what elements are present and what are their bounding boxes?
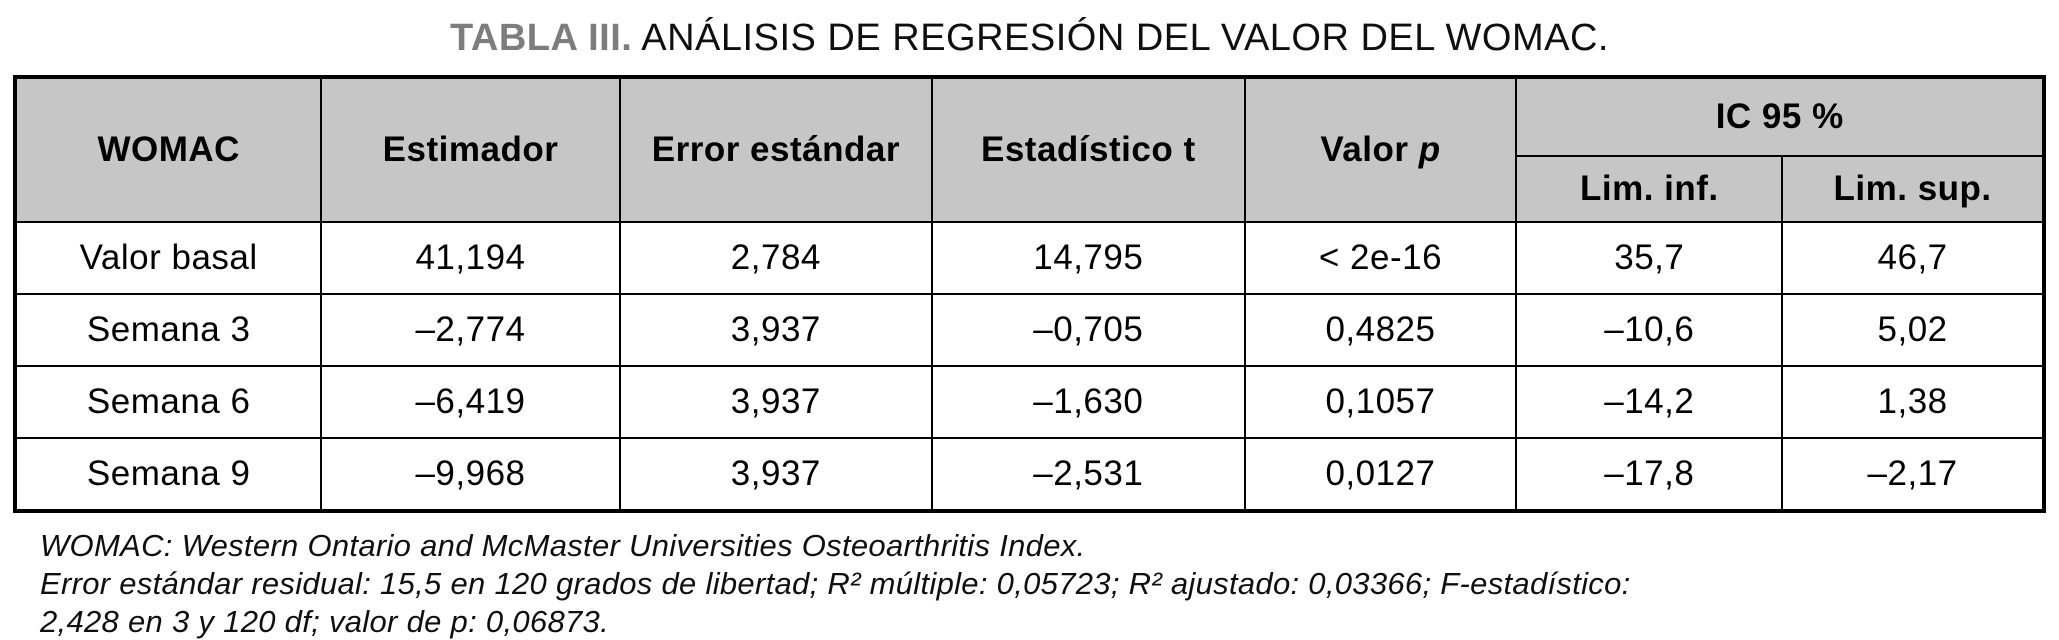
cell-error-estandar: 3,937 [618, 293, 934, 367]
page-title: TABLA III. ANÁLISIS DE REGRESIÓN DEL VAL… [0, 14, 2059, 62]
table-row-semana-6: Semana 6 –6,419 3,937 –1,630 0,1057 –14,… [13, 365, 2045, 439]
table-footnotes: WOMAC: Western Ontario and McMaster Univ… [40, 527, 2059, 640]
footnote-model-stats-line2: 2,428 en 3 y 120 df; valor de p: 0,06873… [40, 604, 609, 639]
cell-estadistico-t: –2,531 [931, 437, 1246, 512]
row-label: Valor basal [13, 221, 323, 295]
cell-lim-inf: 35,7 [1515, 221, 1784, 295]
cell-valor-p: 0,1057 [1243, 365, 1518, 439]
cell-valor-p: 0,0127 [1243, 437, 1518, 512]
valor-p-prefix: Valor [1320, 130, 1419, 169]
valor-p-symbol: p [1418, 130, 1441, 169]
cell-error-estandar: 3,937 [618, 365, 934, 439]
col-header-estadistico-t: Estadístico t [931, 76, 1246, 223]
table-row-semana-3: Semana 3 –2,774 3,937 –0,705 0,4825 –10,… [13, 293, 2045, 367]
footnote-womac-definition: WOMAC: Western Ontario and McMaster Univ… [40, 528, 1086, 563]
table-row-valor-basal: Valor basal 41,194 2,784 14,795 < 2e-16 … [13, 221, 2045, 295]
cell-estimador: –6,419 [320, 365, 621, 439]
col-header-womac: WOMAC [13, 76, 323, 223]
row-label: Semana 9 [13, 437, 323, 512]
cell-lim-inf: –10,6 [1515, 293, 1784, 367]
row-label: Semana 6 [13, 365, 323, 439]
cell-estadistico-t: –0,705 [931, 293, 1246, 367]
cell-lim-sup: 5,02 [1781, 293, 2045, 367]
col-header-error-estandar: Error estándar [618, 76, 934, 223]
cell-lim-sup: 46,7 [1781, 221, 2045, 295]
page: TABLA III. ANÁLISIS DE REGRESIÓN DEL VAL… [0, 14, 2059, 640]
cell-lim-sup: –2,17 [1781, 437, 2045, 512]
col-header-lim-sup: Lim. sup. [1781, 155, 2045, 223]
row-label: Semana 3 [13, 293, 323, 367]
cell-lim-sup: 1,38 [1781, 365, 2045, 439]
cell-estadistico-t: 14,795 [931, 221, 1246, 295]
table-row-semana-9: Semana 9 –9,968 3,937 –2,531 0,0127 –17,… [13, 437, 2045, 512]
col-header-lim-inf: Lim. inf. [1515, 155, 1784, 223]
cell-error-estandar: 2,784 [618, 221, 934, 295]
cell-estimador: –2,774 [320, 293, 621, 367]
table-number-label: TABLA III. [450, 17, 633, 59]
col-header-ic95-group: IC 95 % [1515, 76, 2045, 157]
cell-lim-inf: –17,8 [1515, 437, 1784, 512]
table-title-text: ANÁLISIS DE REGRESIÓN DEL VALOR DEL WOMA… [632, 17, 1609, 59]
cell-valor-p: < 2e-16 [1243, 221, 1518, 295]
header-row-top: WOMAC Estimador Error estándar Estadísti… [13, 76, 2045, 223]
cell-estadistico-t: –1,630 [931, 365, 1246, 439]
col-header-estimador: Estimador [320, 76, 621, 223]
cell-estimador: –9,968 [320, 437, 621, 512]
col-header-valor-p: Valor p [1243, 76, 1518, 223]
footnote-model-stats-line1: Error estándar residual: 15,5 en 120 gra… [40, 566, 1631, 601]
header-row-sub: Lim. inf. Lim. sup. [15, 155, 2045, 223]
cell-estimador: 41,194 [320, 221, 621, 295]
cell-valor-p: 0,4825 [1243, 293, 1518, 367]
cell-error-estandar: 3,937 [618, 437, 934, 512]
regression-table: WOMAC Estimador Error estándar Estadísti… [13, 75, 2046, 513]
cell-lim-inf: –14,2 [1515, 365, 1784, 439]
